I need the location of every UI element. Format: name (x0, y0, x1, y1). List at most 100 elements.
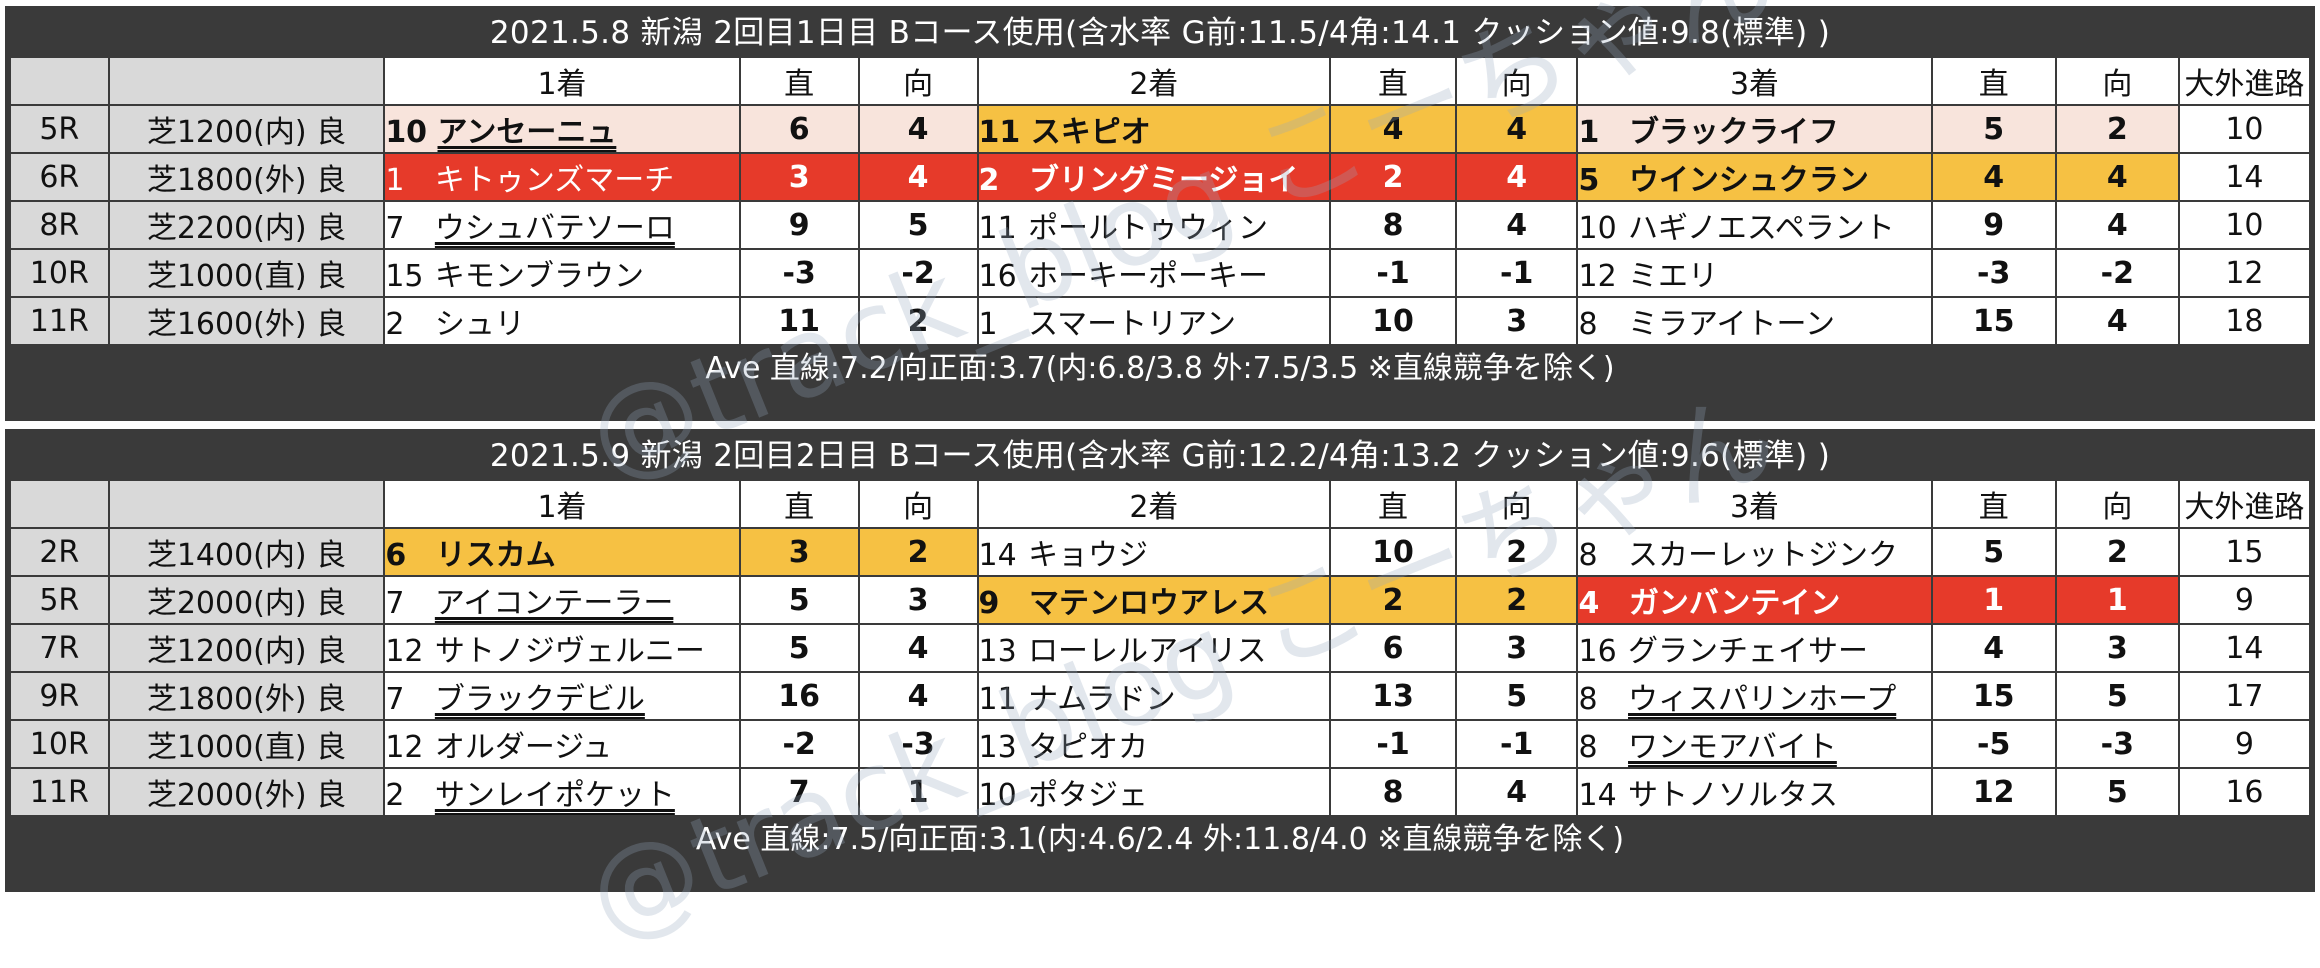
horse-name: アイコンテーラー (434, 586, 674, 621)
header-first: 1着 (383, 479, 741, 529)
direction-value: 4 (1454, 767, 1579, 817)
horse-number: 6 (385, 538, 407, 573)
horse-number: 7 (385, 211, 405, 246)
horse-name: スマートリアン (1028, 307, 1236, 342)
horse-number: 11 (978, 211, 1017, 246)
direction-value: 5 (2054, 671, 2180, 721)
header-direction: 向 (1454, 479, 1579, 529)
direction-value: -3 (2054, 719, 2180, 769)
direction-value: 2 (857, 296, 979, 346)
horse-number: 13 (978, 730, 1017, 765)
horse-name: サンレイポケット (434, 778, 675, 813)
direction-value: 4 (2054, 200, 2180, 250)
header-direction: 向 (2054, 479, 2180, 529)
placing-1-horse: 2 サンレイポケット (383, 767, 741, 817)
horse-number: 10 (1578, 211, 1617, 246)
horse-number: 8 (1578, 538, 1598, 573)
horse-number: 14 (978, 538, 1017, 573)
horse-name: リスカム (435, 538, 556, 573)
header-course-blank (107, 56, 386, 106)
placing-1-horse: 2 シュリ (383, 296, 741, 346)
horse-number: 12 (385, 730, 424, 765)
direction-value: 3 (1454, 623, 1579, 673)
direction-value: -2 (2054, 248, 2180, 298)
horse-name: アンセーニュ (437, 115, 617, 150)
horse-name: キトゥンズマーチ (434, 163, 675, 198)
direction-value: 5 (1454, 671, 1579, 721)
straight-value: 9 (1930, 200, 2057, 250)
table-row: 5R 芝1200(内) 良 10 アンセーニュ 6 4 11 スキピオ 4 4 1 ブラックライ… (9, 104, 2312, 154)
straight-value: 8 (1329, 200, 1457, 250)
header-straight: 直 (1329, 56, 1457, 106)
straight-value: 15 (1930, 671, 2057, 721)
race-number: 11R (9, 296, 110, 346)
horse-name: ウィスパリンホープ (1628, 682, 1897, 717)
header-straight: 直 (738, 56, 860, 106)
horse-number: 9 (978, 586, 1000, 621)
direction-value: 2 (2054, 527, 2180, 577)
race-number: 9R (9, 671, 110, 721)
course-info: 芝1600(外) 良 (107, 296, 386, 346)
direction-value: 4 (1454, 200, 1579, 250)
header-direction: 向 (857, 479, 979, 529)
straight-value: -3 (1930, 248, 2057, 298)
direction-value: -2 (857, 248, 979, 298)
race-number: 2R (9, 527, 110, 577)
placing-1-horse: 15 キモンブラウン (383, 248, 741, 298)
placing-1-horse: 7 アイコンテーラー (383, 575, 741, 625)
placing-3-horse: 8 スカーレットジンク (1576, 527, 1933, 577)
straight-value: 6 (1329, 623, 1457, 673)
horse-number: 11 (978, 115, 1021, 150)
horse-number: 15 (385, 259, 424, 294)
direction-value: 5 (2054, 767, 2180, 817)
header-race-blank (9, 56, 110, 106)
header-outer: 大外進路 (2177, 479, 2312, 529)
placing-1-horse: 7 ウシュバテソーロ (383, 200, 741, 250)
placing-3-horse: 12 ミエリ (1576, 248, 1933, 298)
horse-name: キョウジ (1028, 538, 1149, 573)
race-number: 5R (9, 104, 110, 154)
placing-3-horse: 10 ハギノエスペラント (1576, 200, 1933, 250)
placing-2-horse: 14 キョウジ (976, 527, 1332, 577)
header-second: 2着 (976, 479, 1332, 529)
straight-value: 15 (1930, 296, 2057, 346)
race-number: 11R (9, 767, 110, 817)
horse-number: 2 (385, 778, 405, 813)
horse-number: 5 (1578, 163, 1600, 198)
horse-number: 16 (1578, 634, 1617, 669)
direction-value: 4 (857, 152, 979, 202)
straight-value: -1 (1329, 248, 1457, 298)
straight-value: 5 (1930, 527, 2057, 577)
straight-value: 3 (738, 527, 860, 577)
placing-3-horse: 4 ガンバンテイン (1576, 575, 1933, 625)
direction-value: 1 (857, 767, 979, 817)
header-third: 3着 (1576, 479, 1933, 529)
placing-1-horse: 12 オルダージュ (383, 719, 741, 769)
header-direction: 向 (1454, 56, 1579, 106)
horse-name: ポタジェ (1028, 778, 1149, 813)
race-table-day1: 2021.5.8 新潟 2回目1日目 Bコース使用(含水率 G前:11.5/4角… (5, 6, 2315, 421)
course-info: 芝1200(内) 良 (107, 623, 386, 673)
placing-3-horse: 16 グランチェイサー (1576, 623, 1933, 673)
direction-value: 2 (857, 527, 979, 577)
horse-number: 2 (978, 163, 1000, 198)
horse-name: スキピオ (1030, 115, 1151, 150)
placing-1-horse: 10 アンセーニュ (383, 104, 741, 154)
placing-1-horse: 6 リスカム (383, 527, 741, 577)
direction-value: 3 (1454, 296, 1579, 346)
placing-2-horse: 11 ナムラドン (976, 671, 1332, 721)
horse-number: 1 (1578, 115, 1600, 150)
horse-name: タピオカ (1028, 730, 1149, 765)
header-course-blank (107, 479, 386, 529)
race-number: 8R (9, 200, 110, 250)
straight-value: 5 (1930, 104, 2057, 154)
horse-number: 16 (978, 259, 1017, 294)
outer-path-value: 18 (2177, 296, 2312, 346)
outer-path-value: 15 (2177, 527, 2312, 577)
direction-value: 4 (857, 671, 979, 721)
header-race-blank (9, 479, 110, 529)
straight-value: 10 (1329, 296, 1457, 346)
